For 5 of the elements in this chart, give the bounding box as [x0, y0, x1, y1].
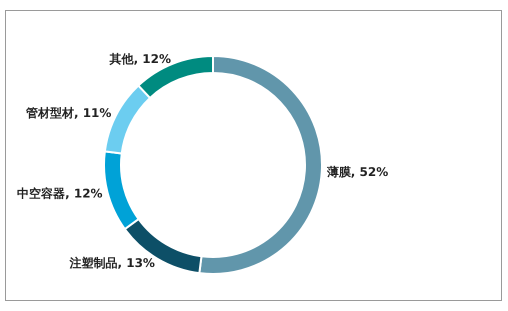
slice-label: 薄膜, 52% [326, 165, 388, 180]
slice-label: 管材型材, 11% [24, 106, 112, 120]
slice-label: 注塑制品, 13% [68, 256, 155, 270]
slice-label: 其他, 12% [108, 52, 172, 66]
slice-label: 中空容器, 12% [17, 186, 103, 200]
